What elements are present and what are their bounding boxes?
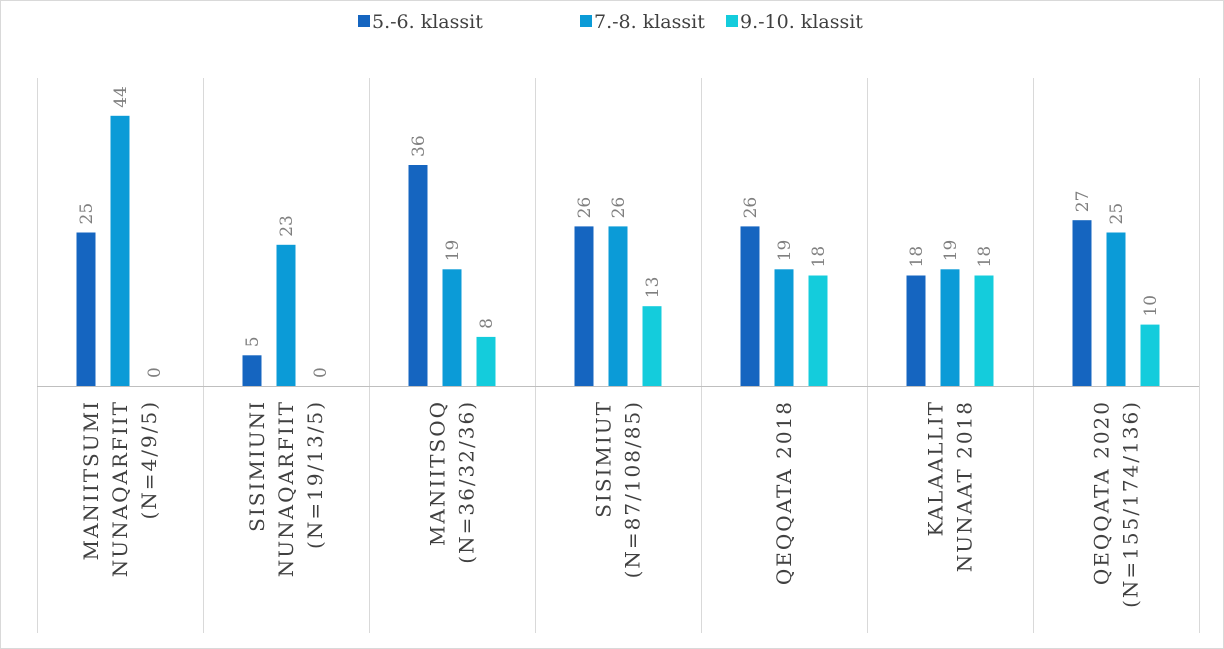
category-labels: MANIITSUMI NUNAQARFIIT (N=4/9/5) SISIMIUNI N… (79, 400, 1143, 608)
data-labels: 25 44 0 5 23 0 36 19 8 26 26 13 26 19 18 18 19 18 27 25 10 (77, 86, 1161, 378)
data-label-1-2: 44 (111, 86, 131, 108)
category-label-2-line-2: NUNAQARFIIT (274, 400, 298, 577)
category-label-7-line-1: QEQQATA 2020 (1090, 400, 1114, 585)
bar-4-3 (642, 306, 662, 386)
category-label-6-line-1: KALAALLIT (924, 400, 948, 537)
category-label-4-line-2: (N=87/108/85) (621, 400, 645, 578)
bar-3-2 (442, 269, 462, 386)
legend: 5.-6. klassit 7.-8. klassit 9.-10. klassit (358, 11, 863, 33)
category-label-1-line-3: (N=4/9/5) (137, 400, 161, 520)
category-label-5-line-1: QEQQATA 2018 (772, 400, 796, 585)
bar-6-1 (906, 275, 926, 386)
bar-1-1 (76, 232, 96, 386)
category-label-4-line-1: SISIMIUT (592, 400, 616, 518)
category-label-3-line-2: (N=36/32/36) (455, 400, 479, 564)
legend-swatch-3 (726, 15, 738, 27)
bar-3-3 (476, 336, 496, 386)
category-dividers (37, 78, 1200, 633)
category-label-3-line-1: MANIITSOQ (426, 400, 450, 546)
bar-7-3 (1140, 324, 1160, 386)
category-label-7-line-2: (N=155/174/136) (1119, 400, 1143, 608)
category-label-1-line-1: MANIITSUMI (79, 400, 103, 561)
bar-4-1 (574, 226, 594, 386)
data-label-1-3: 0 (145, 367, 165, 378)
data-label-4-3: 13 (643, 277, 663, 299)
category-label-2-line-3: (N=19/13/5) (303, 400, 327, 549)
legend-swatch-1 (358, 15, 370, 27)
data-label-2-2: 23 (277, 215, 297, 237)
data-label-4-2: 26 (609, 197, 629, 219)
data-label-1-1: 25 (77, 203, 97, 225)
data-label-7-3: 10 (1141, 295, 1161, 317)
category-label-1-line-2: NUNAQARFIIT (108, 400, 132, 577)
bar-6-2 (940, 269, 960, 386)
bar-5-2 (774, 269, 794, 386)
bar-6-3 (974, 275, 994, 386)
data-label-5-1: 26 (741, 197, 761, 219)
data-label-2-1: 5 (243, 336, 263, 347)
bar-5-3 (808, 275, 828, 386)
bar-3-1 (408, 165, 428, 386)
data-label-7-1: 27 (1073, 191, 1093, 213)
legend-swatch-2 (580, 15, 592, 27)
data-label-4-1: 26 (575, 197, 595, 219)
bar-2-1 (242, 355, 262, 386)
data-label-3-1: 36 (409, 135, 429, 157)
legend-label-1: 5.-6. klassit (372, 11, 483, 33)
bar-7-1 (1072, 220, 1092, 386)
legend-label-3: 9.-10. klassit (740, 11, 863, 33)
bar-4-2 (608, 226, 628, 386)
data-label-6-3: 18 (975, 246, 995, 268)
bar-7-2 (1106, 232, 1126, 386)
data-label-3-3: 8 (477, 318, 497, 329)
data-label-2-3: 0 (311, 367, 331, 378)
bar-2-2 (276, 244, 296, 386)
data-label-6-1: 18 (907, 246, 927, 268)
category-label-2-line-1: SISIMIUNI (245, 400, 269, 532)
category-label-6-line-2: NUNAAT 2018 (953, 400, 977, 572)
data-label-5-2: 19 (775, 240, 795, 262)
data-label-3-2: 19 (443, 240, 463, 262)
bar-1-2 (110, 115, 130, 387)
data-label-7-2: 25 (1107, 203, 1127, 225)
bars (76, 115, 1160, 387)
bar-5-1 (740, 226, 760, 386)
data-label-6-2: 19 (941, 240, 961, 262)
data-label-5-3: 18 (809, 246, 829, 268)
legend-label-2: 7.-8. klassit (594, 11, 705, 33)
